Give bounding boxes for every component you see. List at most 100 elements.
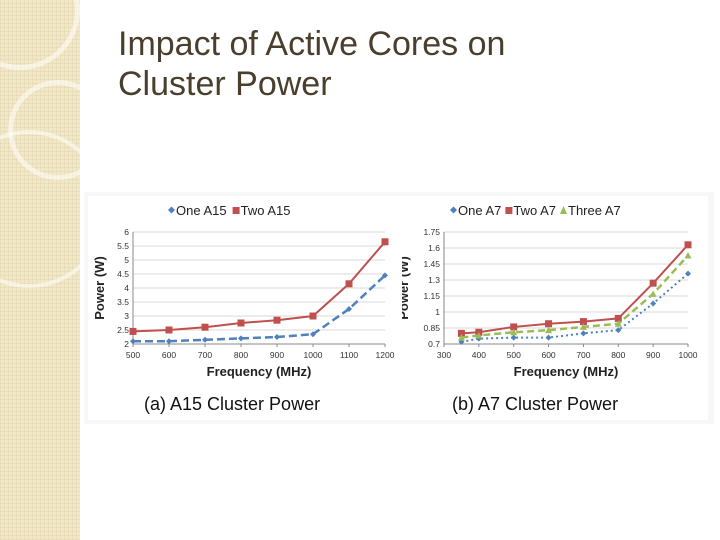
data-point [457, 334, 465, 341]
series-line-three-a7 [461, 254, 689, 339]
chart-a7-cluster-power: 0.7 0.85 1 1.15 1.3 1.45 1.6 1.75 300 400 500 600 70… [396, 196, 708, 420]
x-tick-label: 600 [541, 350, 555, 360]
data-point [274, 334, 280, 340]
data-point [685, 270, 691, 277]
legend-label: Two A7 [513, 203, 556, 218]
data-point [615, 327, 622, 334]
y-axis-label: Power (W) [402, 256, 411, 320]
y-tick-label: 5.5 [117, 241, 129, 251]
data-point [649, 279, 657, 287]
x-tick-label: 600 [162, 350, 176, 360]
data-point [237, 319, 245, 327]
data-point [475, 331, 483, 339]
legend-label: Two A15 [241, 203, 291, 218]
data-point [650, 300, 657, 307]
legend-marker [168, 206, 175, 214]
x-tick-label: 300 [437, 350, 451, 360]
data-point [310, 331, 316, 338]
data-point [130, 338, 136, 345]
data-point [684, 241, 692, 249]
y-tick-label: 1 [435, 307, 440, 317]
x-tick-label: 800 [234, 350, 248, 360]
series-line-two-a7 [461, 244, 689, 335]
data-point [579, 318, 587, 326]
data-point [309, 312, 317, 320]
chart-a-svg: 2 2.5 3 3.5 4 4.5 5 5.5 6 500 600 700 800 900 1000 1100… [92, 203, 395, 414]
data-point [579, 323, 587, 330]
decorative-ring [0, 0, 80, 70]
data-point [346, 306, 352, 312]
data-point [684, 251, 692, 259]
x-tick-label: 700 [576, 350, 590, 360]
legend-marker [505, 207, 513, 214]
y-tick-label: 2.5 [117, 325, 129, 335]
data-point [273, 316, 281, 324]
y-tick-label: 4 [124, 283, 129, 293]
data-point [545, 334, 552, 341]
y-tick-label: 1.15 [423, 291, 440, 301]
y-tick-label: 0.85 [423, 323, 440, 333]
chart-b-svg: 0.7 0.85 1 1.15 1.3 1.45 1.6 1.75 300 400 500 600 70… [396, 203, 698, 414]
y-tick-label: 3 [124, 311, 129, 321]
x-tick-label: 900 [270, 350, 284, 360]
legend-label: Three A7 [568, 203, 621, 218]
chart-caption: (a) A15 Cluster Power [144, 394, 320, 414]
data-point [381, 238, 389, 246]
x-tick-label: 500 [126, 350, 140, 360]
y-tick-label: 0.7 [428, 339, 440, 349]
x-axis-label: Frequency (MHz) [207, 364, 312, 379]
data-point [545, 326, 553, 334]
legend-marker [232, 207, 240, 214]
slide-title-line1: Impact of Active Cores on [118, 25, 506, 63]
x-tick-label: 1000 [304, 350, 323, 360]
x-tick-label: 1000 [679, 350, 698, 360]
data-point [545, 320, 553, 328]
data-point [201, 323, 209, 331]
chart-a15-cluster-power: 2 2.5 3 3.5 4 4.5 5 5.5 6 500 600 700 800 900 1000 1100… [88, 196, 402, 420]
chart-caption: (b) A7 Cluster Power [452, 394, 618, 414]
x-tick-label: 500 [507, 350, 521, 360]
decorative-sidebar [0, 0, 80, 540]
y-tick-label: 2 [124, 339, 129, 349]
x-tick-label: 1100 [340, 350, 359, 360]
data-point [129, 327, 137, 335]
x-tick-label: 800 [611, 350, 625, 360]
legend-marker [560, 206, 568, 214]
x-tick-label: 900 [646, 350, 660, 360]
slide-title-line2: Cluster Power [118, 65, 332, 103]
series-line-one-a15 [133, 274, 386, 343]
data-point [580, 330, 587, 337]
data-point [614, 320, 622, 327]
data-point [165, 326, 173, 334]
series-line-one-a7 [461, 272, 689, 343]
legend-label: One A15 [176, 203, 227, 218]
x-tick-label: 700 [198, 350, 212, 360]
y-tick-label: 1.45 [423, 259, 440, 269]
data-point [238, 335, 244, 342]
data-point [510, 328, 518, 336]
data-point [202, 336, 208, 343]
data-point [510, 334, 517, 341]
legend-label: One A7 [458, 203, 501, 218]
data-point [614, 314, 622, 322]
y-tick-label: 3.5 [117, 297, 129, 307]
data-point [510, 323, 518, 331]
x-tick-label: 1200 [376, 350, 395, 360]
data-point [649, 290, 657, 297]
legend-marker [450, 206, 457, 214]
y-tick-label: 1.3 [428, 275, 440, 285]
x-axis-label: Frequency (MHz) [514, 364, 619, 379]
data-point [166, 338, 172, 345]
data-point [345, 280, 353, 288]
decorative-ring [0, 130, 80, 288]
data-point [382, 272, 388, 279]
y-tick-label: 6 [124, 227, 129, 237]
series-line-two-a15 [132, 241, 386, 333]
x-tick-label: 400 [472, 350, 486, 360]
slide-title: Impact of Active Cores on Cluster Power [118, 24, 638, 104]
data-point [457, 329, 465, 337]
y-axis-label: Power (W) [92, 256, 107, 320]
y-tick-label: 5 [124, 255, 129, 265]
y-tick-label: 1.6 [428, 243, 440, 253]
y-tick-label: 4.5 [117, 269, 129, 279]
